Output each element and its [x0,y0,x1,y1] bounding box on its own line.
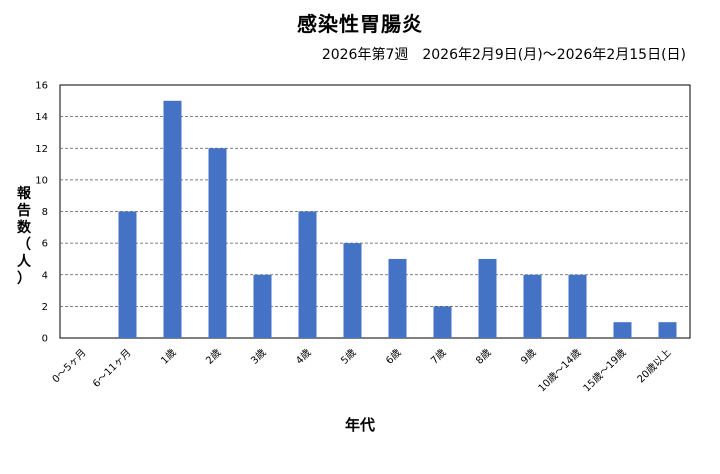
x-tick-label: 2歳 [204,347,224,367]
y-axis-label-char: ） [17,271,31,287]
y-tick-label: 0 [42,334,48,345]
y-tick-label: 14 [35,112,48,123]
bar [568,274,587,338]
x-tick-labels: 0～5ヶ月 6～11ヶ月 1歳 2歳 3歳 4歳 5歳 6歳 7歳 8歳 9歳10歳～14歳15歳～… [50,347,674,395]
bars [118,100,677,338]
x-tick-label: 10歳～14歳 [536,347,584,395]
x-axis-label: 年代 [344,416,375,434]
x-tick-label: 6歳 [384,347,404,367]
x-tick-label: 1歳 [159,347,179,367]
y-axis-label-char: （ [17,237,31,253]
x-tick-label: 15歳～19歳 [581,347,629,395]
bar [433,306,452,338]
bar [478,258,497,338]
bar [613,322,632,338]
bar [163,100,182,338]
y-tick-labels: 0 2 4 6 8 10 12 14 16 [35,81,48,345]
chart-title: 感染性胃腸炎 [297,12,423,36]
y-tick-label: 12 [35,144,48,155]
bar [658,322,677,338]
bar [388,258,407,338]
x-tick-label: 7歳 [429,347,449,367]
bar [253,274,272,338]
y-axis-label-char: 報 [17,186,31,202]
y-axis-label-char: 数 [17,220,31,236]
x-tick-label: 8歳 [474,347,494,367]
bar [298,211,317,338]
x-tick-label: 4歳 [294,347,314,367]
y-tick-label: 8 [42,207,48,218]
y-axis-label-char: 人 [17,254,31,270]
x-tick-label: 20歳以上 [635,347,674,386]
y-axis-label-char: 告 [17,203,31,219]
y-axis-label: 報 告 数 （ 人 ） [14,186,34,288]
x-tick-label: 5歳 [339,347,359,367]
y-tick-label: 6 [42,239,48,250]
bar [343,243,362,338]
chart-subtitle: 2026年第7週 2026年2月9日(月)～2026年2月15日(日) [321,47,686,63]
x-tick-label: 6～11ヶ月 [90,347,133,390]
x-tick-label: 0～5ヶ月 [50,347,89,386]
y-tick-label: 2 [42,302,48,313]
bar [208,148,227,338]
y-tick-label: 16 [35,81,48,92]
bar [523,274,542,338]
y-tick-label: 4 [42,270,48,281]
x-tick-label: 3歳 [249,347,269,367]
y-tick-label: 10 [35,175,48,186]
bar [118,211,137,338]
x-tick-label: 9歳 [519,347,539,367]
